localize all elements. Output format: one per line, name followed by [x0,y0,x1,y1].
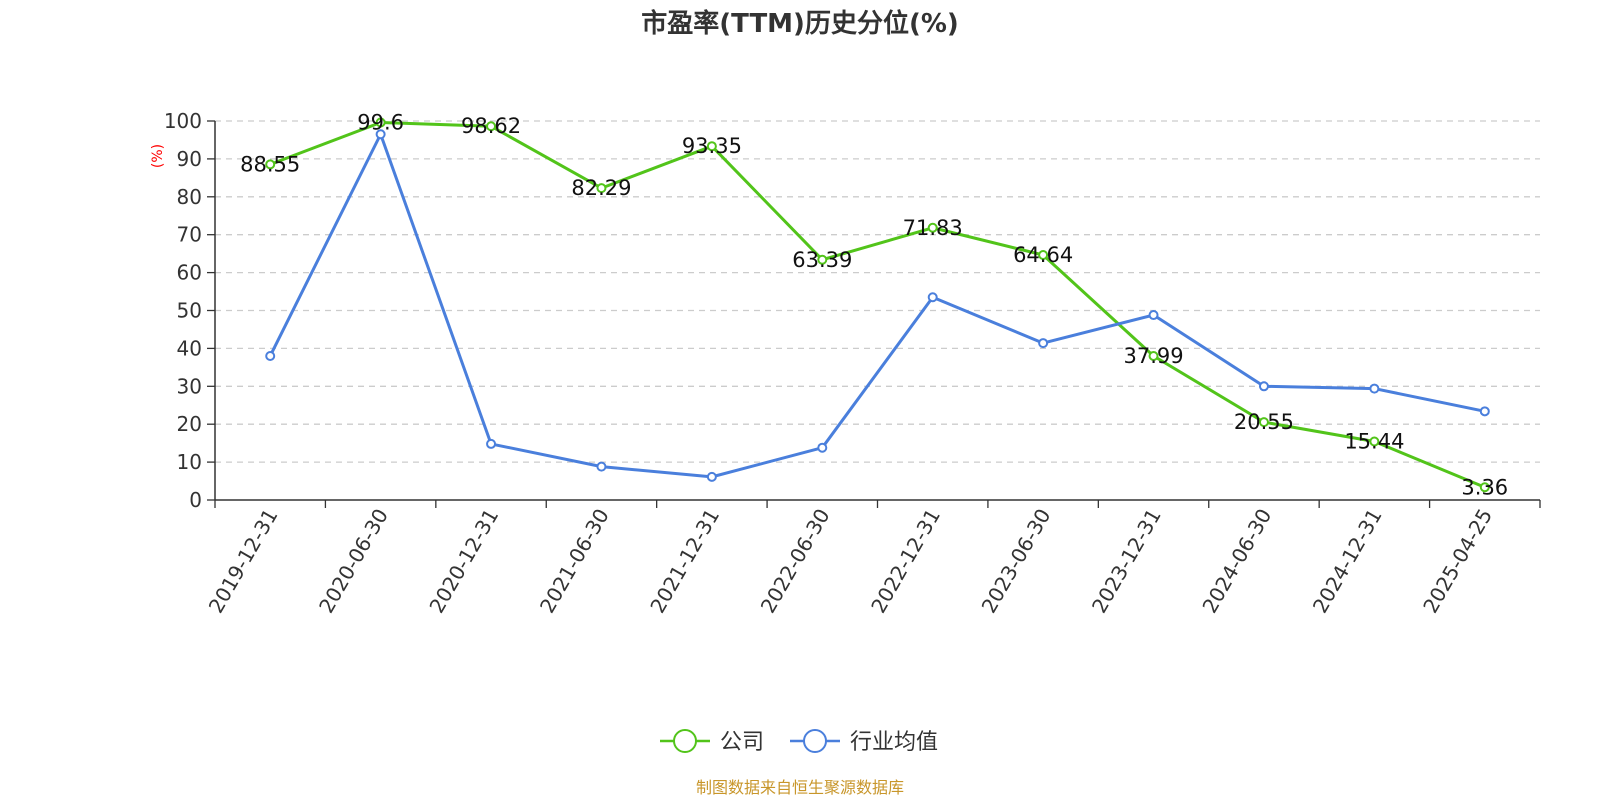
legend-marker-1 [803,729,827,753]
x-tick-label: 2024-06-30 [1197,505,1276,618]
y-tick-label: 50 [177,299,202,323]
x-tick-label: 2020-06-30 [314,505,393,618]
data-point [1148,310,1159,321]
y-tick-label: 60 [177,261,202,285]
data-point [265,350,276,361]
data-label: 64.64 [1013,243,1073,267]
data-point [927,222,938,233]
grid-lines [215,120,1540,463]
data-point [1038,250,1049,261]
y-tick-label: 0 [189,488,202,512]
y-tick-label: 30 [177,374,202,398]
data-label: 3.36 [1461,475,1508,499]
data-label: 15.44 [1344,429,1404,453]
data-point [375,117,386,128]
data-label: 88.55 [240,152,300,176]
y-tick-label: 20 [177,412,202,436]
legend-marker-0 [673,729,697,753]
y-axis-label: (%) [150,144,166,168]
y-tick-label: 70 [177,223,202,247]
data-label: 63.39 [792,248,852,272]
x-tick-label: 2024-12-31 [1308,505,1387,618]
data-labels: 88.55 99.6 98.62 82.29 93.35 63.39 71.83 64.64 3… [240,111,1508,500]
data-point [596,461,607,472]
x-axis-ticks: 2019-12-31 2020-06-30 2020-12-31 2021-06-30… [204,500,1541,618]
legend-label-1: 行业均值 [850,730,938,755]
data-point [1258,381,1269,392]
y-axis-ticks: 0 10 20 30 40 50 60 70 80 90 100 [164,109,215,512]
data-point [1258,417,1269,428]
data-label: 20.55 [1234,410,1294,434]
data-label: 99.6 [357,111,404,135]
data-point [817,254,828,265]
x-tick-label: 2020-12-31 [424,504,503,617]
x-tick-label: 2021-06-30 [535,505,614,618]
x-tick-label: 2019-12-31 [204,505,283,618]
data-point [486,121,497,132]
data-point [1369,383,1380,394]
x-tick-label: 2023-06-30 [977,505,1056,618]
x-tick-label: 2022-06-30 [756,505,835,618]
data-point [596,183,607,194]
data-label: 98.62 [461,114,521,138]
legend: 公司 行业均值 [660,729,938,755]
source-note: 制图数据来自恒生聚源数据库 [696,778,904,797]
series-line-0 [269,121,1486,489]
x-tick-label: 2023-12-31 [1087,505,1166,618]
legend-label-0: 公司 [720,730,764,755]
data-point [1148,351,1159,362]
data-point [927,292,938,303]
y-tick-label: 80 [177,185,202,209]
data-point [706,141,717,152]
y-tick-label: 40 [177,336,202,360]
data-point [486,438,497,449]
data-point [1369,436,1380,447]
data-point [817,442,828,453]
data-point [706,471,717,482]
data-point [1038,338,1049,349]
x-tick-label: 2021-12-31 [645,505,724,618]
series-group [265,117,1490,493]
data-label: 37.99 [1123,344,1183,368]
y-tick-label: 10 [177,450,202,474]
y-tick-label: 100 [164,109,202,133]
x-tick-label: 2025-04-25 [1418,505,1497,618]
chart-title: 市盈率(TTM)历史分位(%) [641,8,959,39]
data-label: 71.83 [903,216,963,240]
data-point [375,129,386,140]
data-point [1479,482,1490,493]
x-tick-label: 2022-12-31 [866,504,945,617]
data-label: 82.29 [571,176,631,200]
data-point [265,159,276,170]
data-point [1479,406,1490,417]
y-tick-label: 90 [177,147,202,171]
data-label: 93.35 [682,134,742,158]
series-line-1 [268,132,1486,479]
